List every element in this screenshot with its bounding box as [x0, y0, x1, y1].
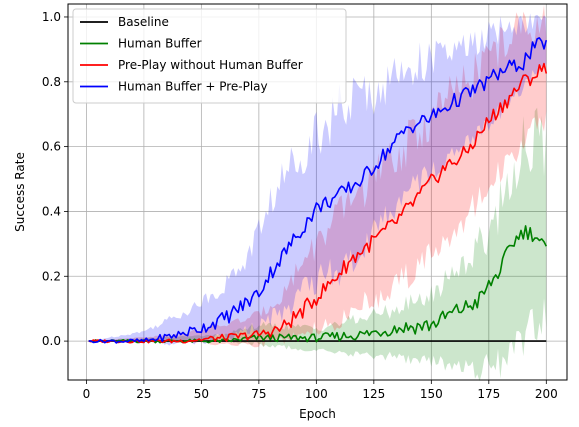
legend-box	[72, 8, 347, 104]
y-tick-label: 1.0	[42, 10, 61, 24]
y-tick-label: 0.2	[42, 269, 61, 283]
x-tick-label: 175	[477, 387, 500, 401]
x-tick-label: 125	[362, 387, 385, 401]
x-tick-label: 50	[194, 387, 209, 401]
band-human-buffer	[88, 107, 547, 382]
legend-label-human-buffer-pre-play: Human Buffer + Pre-Play	[118, 80, 268, 94]
x-tick-label: 75	[251, 387, 266, 401]
band-pre-play-without-human-buffer	[88, 4, 547, 348]
legend-label-baseline: Baseline	[118, 15, 169, 29]
x-tick-label: 200	[535, 387, 558, 401]
series-lines	[88, 37, 548, 344]
legend: Baseline Human Buffer Pre-Play without Hum…	[72, 8, 347, 104]
y-axis-label: Success Rate	[13, 152, 27, 232]
x-tick-label: 150	[420, 387, 443, 401]
x-tick-label: 0	[83, 387, 91, 401]
legend-items: Baseline Human Buffer Pre-Play without Hum…	[80, 15, 303, 94]
y-tick-label: 0.6	[42, 140, 61, 154]
line-pre-play-without-human-buffer	[88, 62, 548, 344]
y-axis-ticks: 0.0 0.2 0.4 0.6 0.8 1.0	[42, 10, 68, 348]
legend-label-pre-play-without-human-buffer: Pre-Play without Human Buffer	[118, 58, 303, 72]
y-tick-label: 0.4	[42, 204, 61, 218]
x-tick-label: 25	[136, 387, 151, 401]
line-human-buffer-pre-play	[88, 37, 548, 344]
band-human-buffer-pre-play	[88, 13, 547, 346]
plot-frame	[67, 3, 568, 381]
x-axis-label: Epoch	[299, 407, 336, 421]
x-axis-ticks: 0 25 50 75 100 125 150 175 200	[83, 380, 558, 401]
y-tick-label: 0.8	[42, 75, 61, 89]
variance-bands	[88, 4, 547, 382]
legend-label-human-buffer: Human Buffer	[118, 37, 202, 51]
y-tick-label: 0.0	[42, 334, 61, 348]
x-tick-label: 100	[305, 387, 328, 401]
